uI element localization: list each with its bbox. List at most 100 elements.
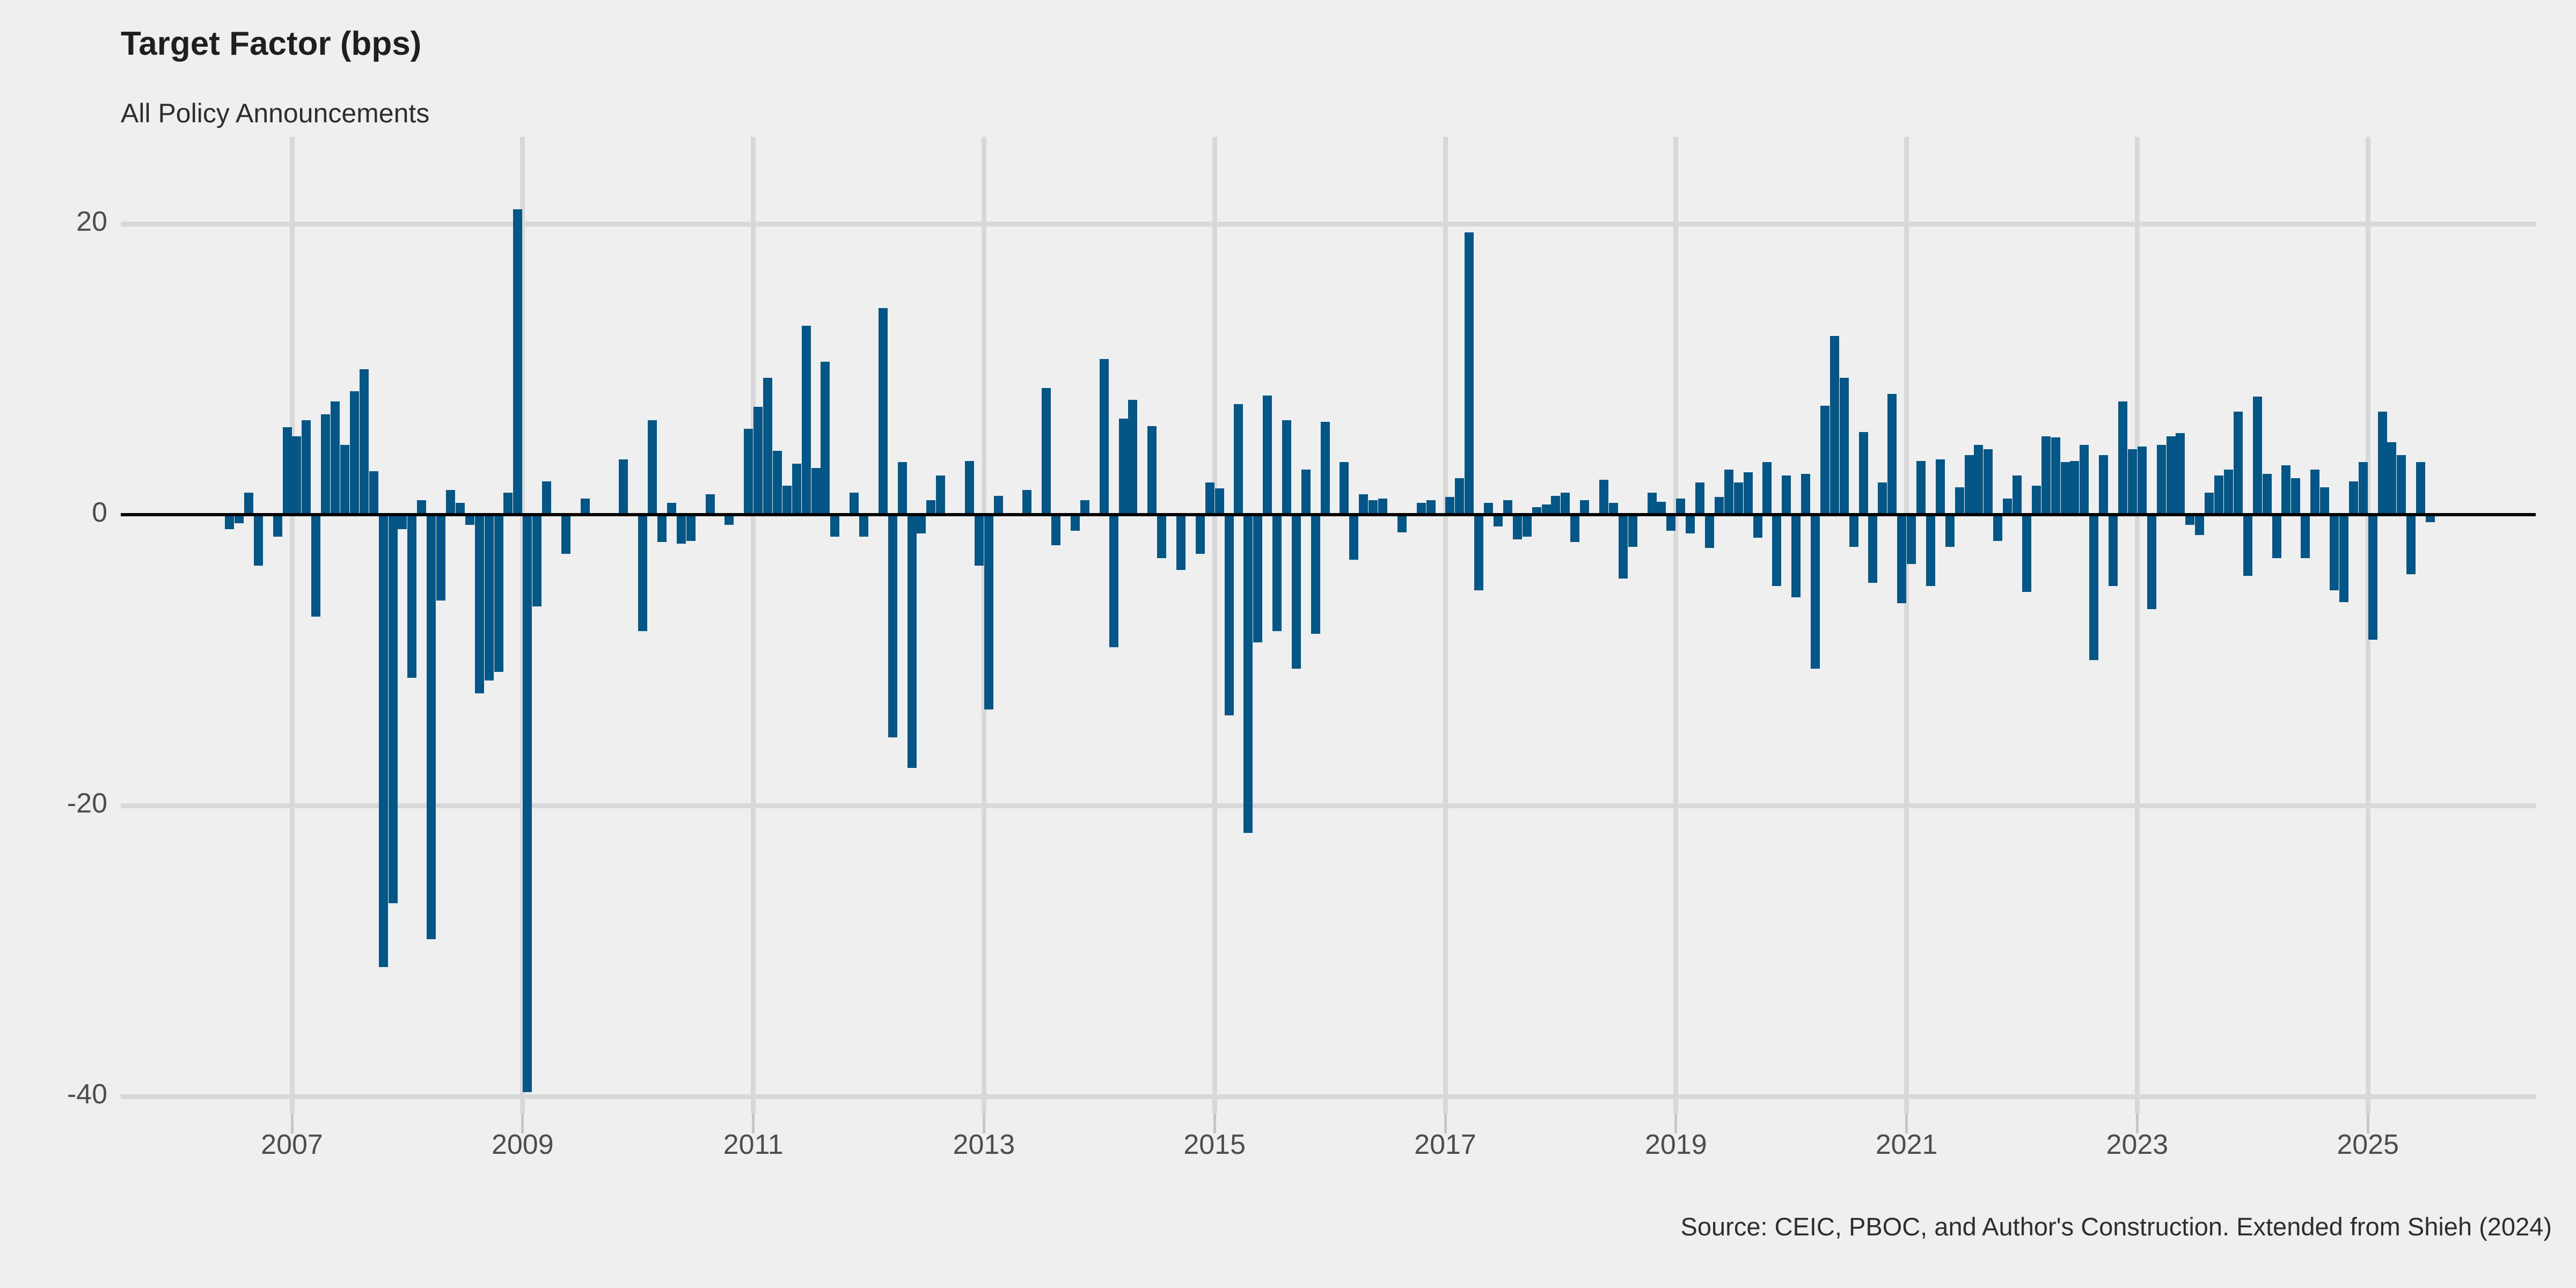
bar (1282, 420, 1291, 515)
bar (1878, 482, 1887, 515)
bar (2214, 475, 2224, 515)
bar (532, 515, 542, 606)
x-axis-label: 2007 (261, 1129, 323, 1160)
bar (1176, 515, 1186, 570)
bar (965, 460, 975, 515)
bar (2330, 515, 2339, 590)
bar (1291, 515, 1301, 669)
bar (1272, 515, 1282, 631)
bar (2195, 515, 2205, 535)
bar (2262, 474, 2272, 515)
bar (2099, 455, 2109, 515)
bar (1042, 388, 1051, 515)
y-axis-label: 0 (92, 497, 107, 528)
bar (1118, 419, 1128, 515)
bar (724, 515, 734, 525)
bar (772, 450, 782, 515)
bar (2176, 433, 2185, 515)
bar (1301, 469, 1311, 515)
gridline-vertical (289, 137, 295, 1114)
bar (1608, 503, 1618, 515)
gridline-vertical (1443, 137, 1448, 1114)
bar (705, 494, 715, 515)
bar (917, 515, 926, 534)
bar (321, 414, 331, 515)
bar (1704, 515, 1714, 548)
bar (2397, 455, 2406, 515)
bar (1561, 493, 1570, 515)
bar (542, 481, 552, 515)
bar (1484, 503, 1494, 515)
bar (1147, 426, 1157, 515)
bar (926, 500, 936, 515)
zero-line (121, 513, 2536, 516)
bar (859, 515, 869, 537)
bar (1926, 515, 1935, 586)
bar (1224, 515, 1234, 715)
chart-subtitle: All Policy Announcements (121, 98, 430, 128)
bar (1628, 515, 1637, 547)
bar (1849, 515, 1858, 547)
bar (1397, 515, 1407, 532)
bar (2022, 515, 2031, 592)
bar (388, 515, 398, 903)
bar (753, 407, 763, 515)
x-axis-label: 2021 (1875, 1129, 1938, 1160)
bar (619, 459, 628, 515)
bar (1993, 515, 2003, 541)
bar (984, 515, 993, 710)
bar (407, 515, 417, 678)
bar (1349, 515, 1359, 560)
bar (1157, 515, 1167, 559)
bar (686, 515, 696, 541)
bar (2301, 515, 2310, 559)
bar (1426, 500, 1436, 515)
bar (2243, 515, 2252, 576)
x-tick-mark (982, 1114, 985, 1133)
bar (2205, 493, 2214, 515)
bar (878, 308, 888, 515)
bar (244, 493, 253, 515)
bar (2224, 469, 2234, 515)
bar (2310, 469, 2320, 515)
bar (2003, 499, 2012, 515)
bar (1858, 431, 1868, 515)
gridline-vertical (520, 137, 525, 1114)
bar (1820, 405, 1829, 515)
bar (1964, 455, 1974, 515)
bar (2252, 397, 2262, 515)
bar (235, 515, 244, 524)
bar (580, 499, 590, 515)
bar (1532, 507, 1541, 515)
bar (1234, 404, 1243, 515)
bar (225, 515, 235, 530)
bar (2339, 515, 2348, 602)
gridline-vertical (981, 137, 986, 1114)
bar (782, 485, 792, 515)
bar (1503, 500, 1512, 515)
bar (2109, 515, 2118, 586)
bar (1243, 515, 1253, 833)
bar (897, 462, 907, 515)
bar (1320, 421, 1330, 515)
x-tick-mark (752, 1114, 755, 1133)
gridline-horizontal (121, 1094, 2536, 1099)
bar (1465, 232, 1474, 515)
bar (1570, 515, 1580, 543)
bar (1868, 515, 1878, 583)
bar (1080, 500, 1089, 515)
y-axis-label: -20 (67, 788, 107, 819)
bar (811, 468, 821, 515)
bar (1743, 472, 1753, 515)
bar (1666, 515, 1676, 531)
bar (1733, 482, 1743, 515)
bar (311, 515, 321, 617)
bar (1474, 515, 1484, 590)
bar (2320, 487, 2330, 515)
bar (2233, 411, 2243, 515)
bar (1099, 359, 1109, 515)
bar (1907, 515, 1916, 565)
bar (1686, 515, 1695, 534)
bar (1493, 515, 1503, 526)
